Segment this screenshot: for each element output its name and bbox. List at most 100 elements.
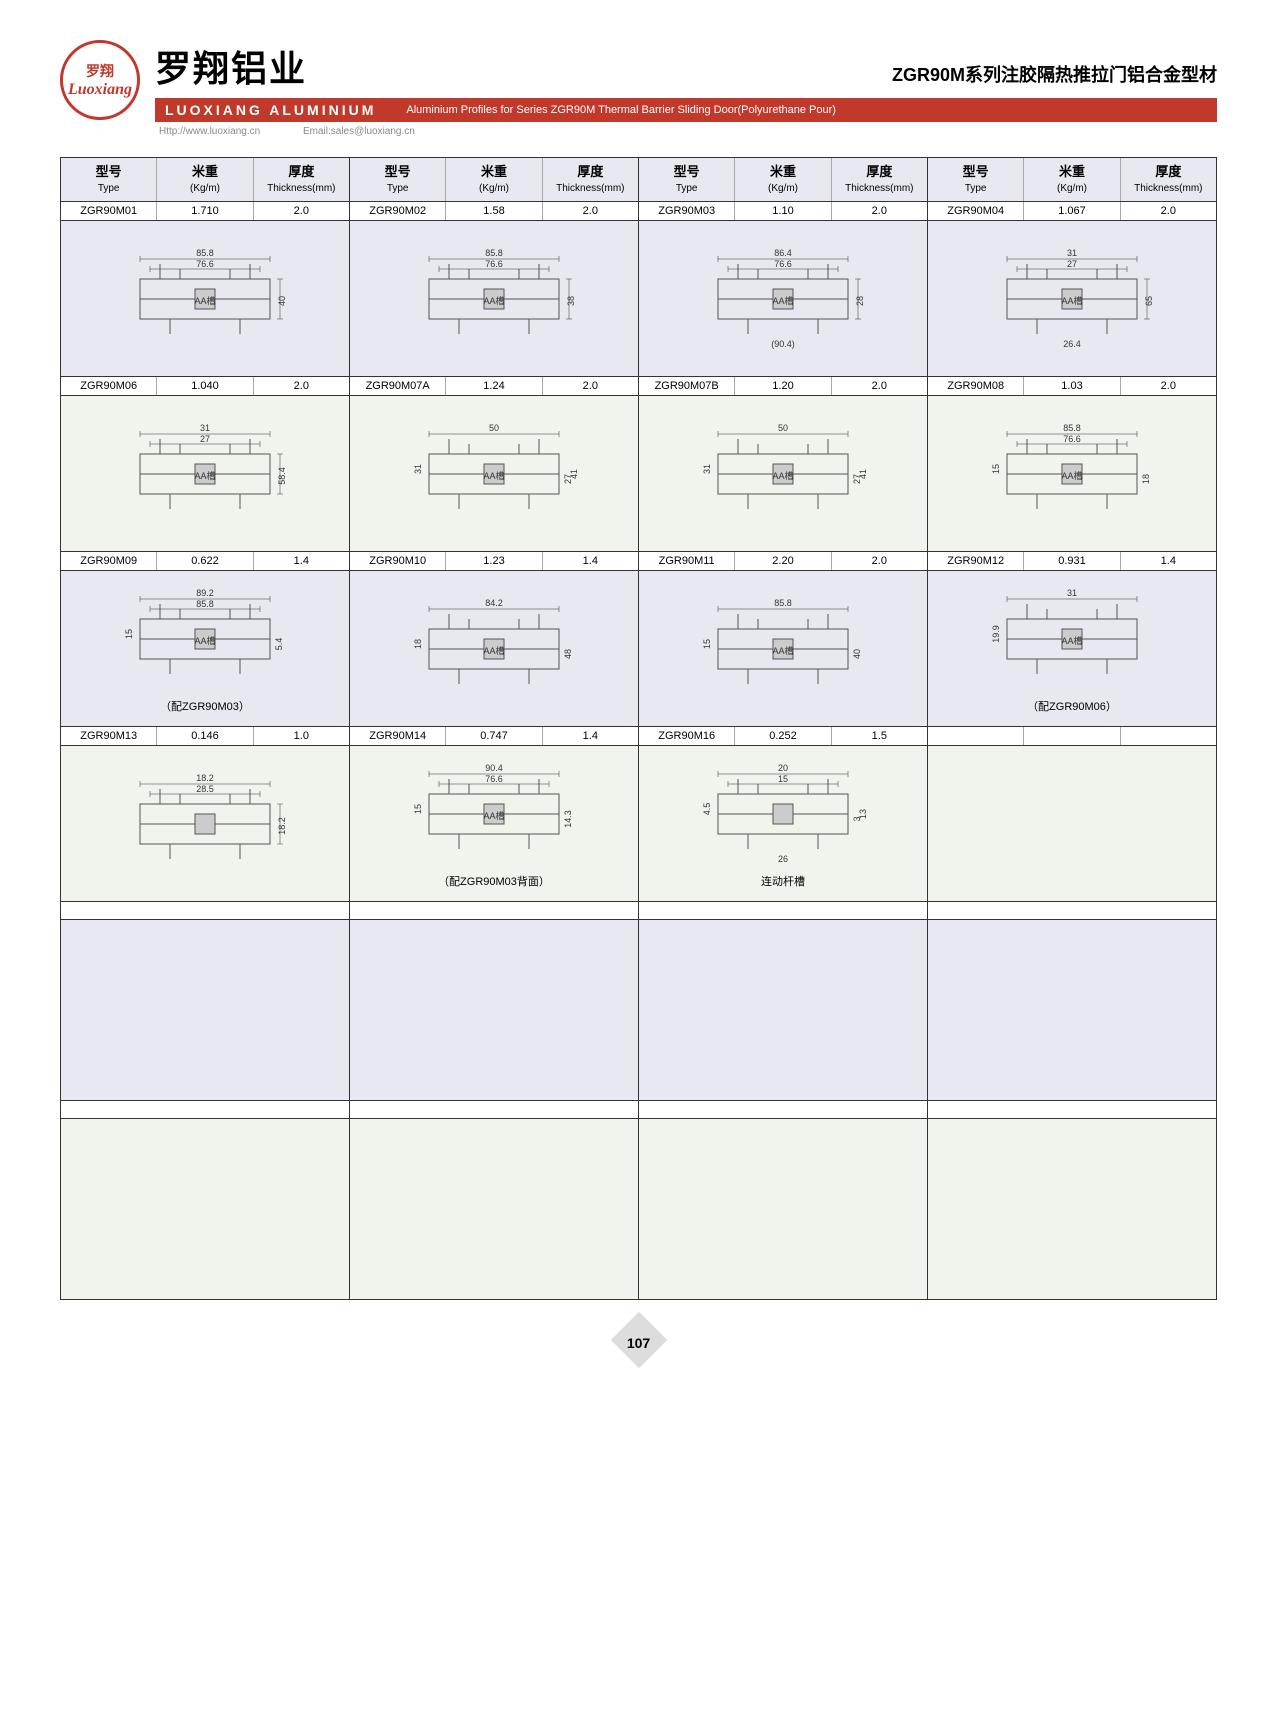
page-header: 罗翔 Luoxiang 罗翔铝业 ZGR90M系列注胶隔热推拉门铝合金型材 LU…: [60, 40, 1217, 137]
svg-text:AA槽: AA槽: [194, 470, 215, 481]
spec-cell-type: ZGR90M04: [928, 202, 1024, 220]
svg-text:AA槽: AA槽: [483, 470, 504, 481]
svg-text:31: 31: [1067, 248, 1077, 258]
profile-diagram: 18.2 28.5 18.2: [61, 746, 350, 901]
svg-text:AA槽: AA槽: [1061, 470, 1082, 481]
svg-text:15: 15: [778, 774, 788, 784]
spec-cell-thick: 1.4: [254, 552, 349, 570]
contact-links: Http://www.luoxiang.cn Email:sales@luoxi…: [155, 126, 1217, 137]
svg-text:90.4: 90.4: [485, 763, 503, 773]
svg-text:31: 31: [200, 423, 210, 433]
spec-cell-weight: 1.067: [1024, 202, 1120, 220]
spec-cell-thick: 1.0: [254, 727, 349, 745]
spec-cell-type: ZGR90M02: [350, 202, 446, 220]
svg-text:15: 15: [702, 639, 712, 649]
svg-text:5.4: 5.4: [274, 637, 284, 650]
svg-text:76.6: 76.6: [196, 259, 214, 269]
profile-diagram: 85.8 76.6 40 AA槽: [61, 221, 350, 376]
spec-row: ZGR90M011.7102.0ZGR90M021.582.0ZGR90M031…: [61, 201, 1216, 220]
profile-diagram: 85.8 15 40 AA槽: [639, 571, 928, 726]
svg-text:AA槽: AA槽: [483, 295, 504, 306]
spec-cell-type: ZGR90M08: [928, 377, 1024, 395]
spec-cell-type: ZGR90M09: [61, 552, 157, 570]
spec-cell-type: ZGR90M14: [350, 727, 446, 745]
profile-diagram: [928, 920, 1216, 1100]
header-cell: 型号Type: [639, 158, 735, 201]
spec-cell-type: ZGR90M11: [639, 552, 735, 570]
spec-cell-type: ZGR90M16: [639, 727, 735, 745]
svg-text:76.6: 76.6: [1063, 434, 1081, 444]
company-name-cn: 罗翔铝业: [155, 40, 307, 92]
spec-cell-weight: 1.10: [735, 202, 831, 220]
spec-cell-weight: 1.58: [446, 202, 542, 220]
spec-cell-thick: 1.5: [832, 727, 927, 745]
spec-cell-type: ZGR90M07A: [350, 377, 446, 395]
svg-text:85.8: 85.8: [485, 248, 503, 258]
spec-cell-thick: 2.0: [543, 202, 638, 220]
page-number-badge: 107: [60, 1320, 1217, 1365]
diagram-row: 18.2 28.5 18.2 90.4 76.6 15 14.3 AA槽 （配Z…: [61, 745, 1216, 901]
spec-cell-weight: 0.931: [1024, 552, 1120, 570]
profile-diagram: 20 15 26 4.5 3 13 连动杆槽: [639, 746, 928, 901]
spec-cell-thick: 2.0: [254, 202, 349, 220]
profile-diagram: 31 27 26.4 65 AA槽: [928, 221, 1216, 376]
spec-cell-weight: 1.03: [1024, 377, 1120, 395]
svg-text:AA槽: AA槽: [483, 810, 504, 821]
spec-cell-type: ZGR90M01: [61, 202, 157, 220]
logo-cn: 罗翔: [86, 61, 114, 81]
spec-cell-thick: 2.0: [832, 552, 927, 570]
svg-text:26.4: 26.4: [1063, 339, 1081, 349]
profile-diagram: 85.8 76.6 15 18 AA槽: [928, 396, 1216, 551]
header-cell: 型号Type: [61, 158, 157, 201]
svg-text:50: 50: [489, 423, 499, 433]
header-cell: 米重(Kg/m): [1024, 158, 1120, 201]
svg-text:AA槽: AA槽: [772, 645, 793, 656]
header-cell: 型号Type: [928, 158, 1024, 201]
svg-text:85.8: 85.8: [196, 599, 214, 609]
profile-diagram: [61, 1119, 350, 1299]
svg-text:31: 31: [413, 464, 423, 474]
series-title: ZGR90M系列注胶隔热推拉门铝合金型材: [892, 61, 1217, 87]
spec-cell-weight: 1.23: [446, 552, 542, 570]
header-cell: 厚度Thickness(mm): [254, 158, 349, 201]
table-header-row: 型号Type米重(Kg/m)厚度Thickness(mm)型号Type米重(Kg…: [61, 158, 1216, 201]
svg-text:4.5: 4.5: [702, 802, 712, 815]
svg-text:18: 18: [1141, 474, 1151, 484]
spec-cell-thick: 2.0: [1121, 202, 1216, 220]
profile-catalog: 型号Type米重(Kg/m)厚度Thickness(mm)型号Type米重(Kg…: [60, 157, 1217, 1300]
spec-cell-weight: 1.24: [446, 377, 542, 395]
svg-text:58.4: 58.4: [277, 467, 287, 485]
page-number: 107: [627, 1335, 650, 1351]
diagram-row: 89.2 85.8 15 5.4 AA槽 （配ZGR90M03） 84.2 18…: [61, 570, 1216, 726]
svg-text:AA槽: AA槽: [1061, 295, 1082, 306]
spec-cell-type: ZGR90M07B: [639, 377, 735, 395]
logo-en: Luoxiang: [68, 81, 132, 99]
header-cell: 米重(Kg/m): [446, 158, 542, 201]
svg-text:15: 15: [124, 629, 134, 639]
spec-cell-thick: 2.0: [832, 377, 927, 395]
diagram-note: 连动杆槽: [761, 873, 805, 889]
header-cell: 米重(Kg/m): [735, 158, 831, 201]
svg-text:19.9: 19.9: [991, 625, 1001, 643]
spec-cell-thick: 2.0: [543, 377, 638, 395]
profile-diagram: [928, 1119, 1216, 1299]
website-url: Http://www.luoxiang.cn: [159, 126, 260, 137]
spec-cell-weight: 2.20: [735, 552, 831, 570]
spec-row: ZGR90M090.6221.4ZGR90M101.231.4ZGR90M112…: [61, 551, 1216, 570]
svg-text:15: 15: [413, 804, 423, 814]
spec-cell-thick: 2.0: [832, 202, 927, 220]
svg-text:18.2: 18.2: [277, 817, 287, 835]
svg-text:18: 18: [413, 639, 423, 649]
spec-cell-weight: 1.710: [157, 202, 253, 220]
diagram-row: [61, 919, 1216, 1100]
svg-text:76.6: 76.6: [485, 774, 503, 784]
spec-row: ZGR90M061.0402.0ZGR90M07A1.242.0ZGR90M07…: [61, 376, 1216, 395]
svg-text:86.4: 86.4: [774, 248, 792, 258]
svg-text:40: 40: [852, 649, 862, 659]
svg-text:15: 15: [991, 464, 1001, 474]
profile-diagram: 90.4 76.6 15 14.3 AA槽 （配ZGR90M03背面）: [350, 746, 639, 901]
svg-text:50: 50: [778, 423, 788, 433]
svg-text:18.2: 18.2: [196, 773, 214, 783]
svg-text:26: 26: [778, 854, 788, 864]
svg-text:AA槽: AA槽: [1061, 635, 1082, 646]
